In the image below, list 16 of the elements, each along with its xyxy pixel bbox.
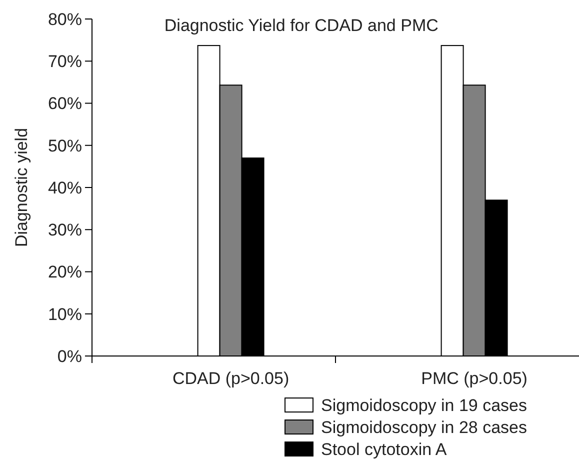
- x-tick-label: CDAD (p>0.05): [172, 369, 290, 388]
- y-tick-label: 10%: [48, 304, 82, 324]
- y-tick-label: 40%: [48, 178, 82, 198]
- y-tick-label: 80%: [48, 10, 82, 29]
- legend-label: Stool cytotoxin A: [321, 440, 448, 459]
- y-axis-title: Diagnostic yield: [12, 128, 31, 248]
- y-tick-label: 20%: [48, 262, 82, 282]
- x-tick-label: PMC (p>0.05): [421, 369, 528, 388]
- y-tick-label: 70%: [48, 52, 82, 72]
- y-tick-label: 60%: [48, 94, 82, 114]
- legend-label: Sigmoidoscopy in 19 cases: [321, 396, 528, 415]
- y-tick-label: 30%: [48, 220, 82, 240]
- y-tick-label: 0%: [57, 346, 82, 366]
- legend-label: Sigmoidoscopy in 28 cases: [321, 418, 528, 437]
- chart-title: Diagnostic Yield for CDAD and PMC: [164, 16, 438, 35]
- y-tick-label: 50%: [48, 136, 82, 156]
